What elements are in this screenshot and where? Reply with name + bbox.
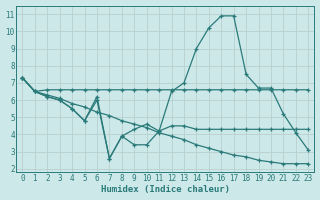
X-axis label: Humidex (Indice chaleur): Humidex (Indice chaleur) (101, 185, 230, 194)
